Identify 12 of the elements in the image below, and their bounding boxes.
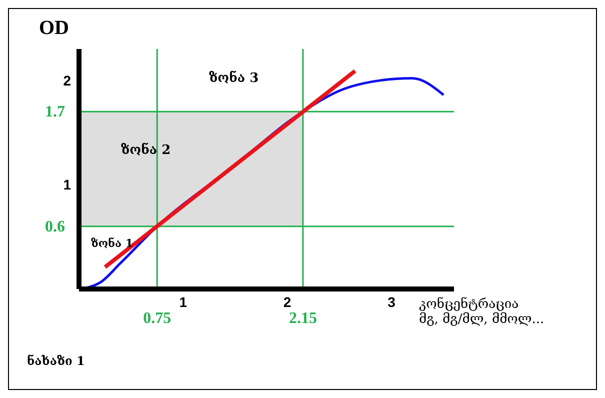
x-tick-label: 3 [388, 294, 396, 310]
annotation: ზონა 3 [209, 71, 259, 86]
annotation: ზონა 2 [121, 143, 171, 158]
x-tick-label: 2 [283, 294, 292, 310]
x-tick-label: 1 [179, 294, 188, 310]
ref-line-label: 0.6 [45, 218, 65, 236]
ref-line-label: 2.15 [288, 310, 317, 327]
x-axis-title: კონცენტრაცია მგ, მგ/მლ, მმოლ... [419, 297, 544, 327]
text: ნახაზი 1 [27, 354, 85, 368]
y-axis-title: OD [39, 17, 69, 40]
ref-line-label: 1.7 [45, 104, 65, 121]
ref-line-label: 0.75 [143, 310, 172, 327]
